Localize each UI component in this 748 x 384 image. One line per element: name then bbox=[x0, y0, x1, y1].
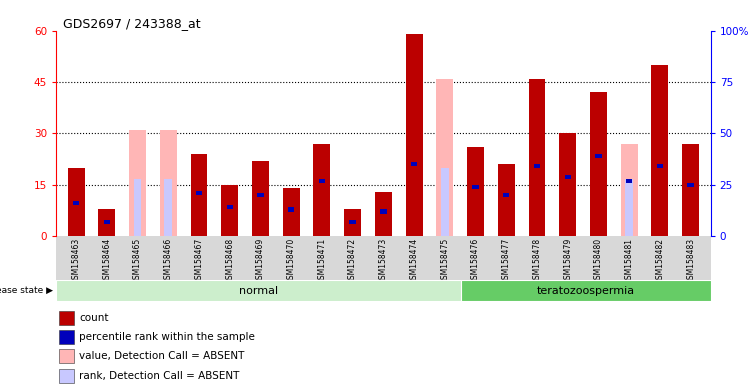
Bar bbox=[529, 79, 545, 236]
Bar bbox=[652, 65, 669, 236]
Text: teratozoospermia: teratozoospermia bbox=[537, 286, 635, 296]
Bar bbox=[191, 154, 207, 236]
Bar bbox=[349, 220, 356, 224]
Bar bbox=[134, 179, 141, 236]
Text: rank, Detection Call = ABSENT: rank, Detection Call = ABSENT bbox=[79, 371, 239, 381]
Bar bbox=[657, 164, 663, 168]
Bar bbox=[160, 130, 177, 236]
Bar bbox=[221, 185, 238, 236]
Bar bbox=[472, 185, 479, 189]
Bar bbox=[687, 183, 694, 187]
Bar bbox=[59, 311, 74, 325]
Bar bbox=[498, 164, 515, 236]
Bar bbox=[564, 134, 571, 236]
Bar bbox=[313, 144, 331, 236]
Bar bbox=[227, 205, 233, 209]
Bar bbox=[595, 154, 601, 158]
Bar bbox=[165, 179, 172, 236]
Bar bbox=[590, 92, 607, 236]
Bar bbox=[462, 280, 711, 301]
Bar bbox=[67, 168, 85, 236]
Bar bbox=[534, 164, 540, 168]
Bar bbox=[344, 209, 361, 236]
Bar bbox=[441, 168, 449, 236]
Bar bbox=[380, 209, 387, 214]
Bar bbox=[411, 162, 417, 166]
Bar bbox=[98, 209, 115, 236]
Text: disease state ▶: disease state ▶ bbox=[0, 286, 53, 295]
Bar bbox=[288, 207, 295, 212]
Text: GDS2697 / 243388_at: GDS2697 / 243388_at bbox=[63, 17, 200, 30]
Bar bbox=[196, 191, 202, 195]
Bar bbox=[621, 144, 637, 236]
Bar bbox=[626, 179, 632, 183]
Bar bbox=[565, 174, 571, 179]
Bar bbox=[129, 130, 146, 236]
Text: count: count bbox=[79, 313, 108, 323]
Bar bbox=[405, 34, 423, 236]
Bar bbox=[375, 192, 392, 236]
Bar bbox=[56, 280, 462, 301]
Bar bbox=[319, 179, 325, 183]
Text: normal: normal bbox=[239, 286, 278, 296]
Bar bbox=[682, 144, 699, 236]
Bar bbox=[503, 193, 509, 197]
Bar bbox=[59, 369, 74, 383]
Bar bbox=[467, 147, 484, 236]
Bar bbox=[73, 201, 79, 205]
Bar bbox=[595, 134, 602, 236]
Bar bbox=[436, 79, 453, 236]
Bar bbox=[625, 179, 633, 236]
Bar bbox=[283, 188, 300, 236]
Bar bbox=[59, 330, 74, 344]
Bar bbox=[257, 193, 263, 197]
Text: percentile rank within the sample: percentile rank within the sample bbox=[79, 332, 255, 342]
Text: value, Detection Call = ABSENT: value, Detection Call = ABSENT bbox=[79, 351, 245, 361]
Bar bbox=[252, 161, 269, 236]
Bar bbox=[103, 220, 110, 224]
Bar bbox=[560, 134, 576, 236]
Bar bbox=[59, 349, 74, 363]
